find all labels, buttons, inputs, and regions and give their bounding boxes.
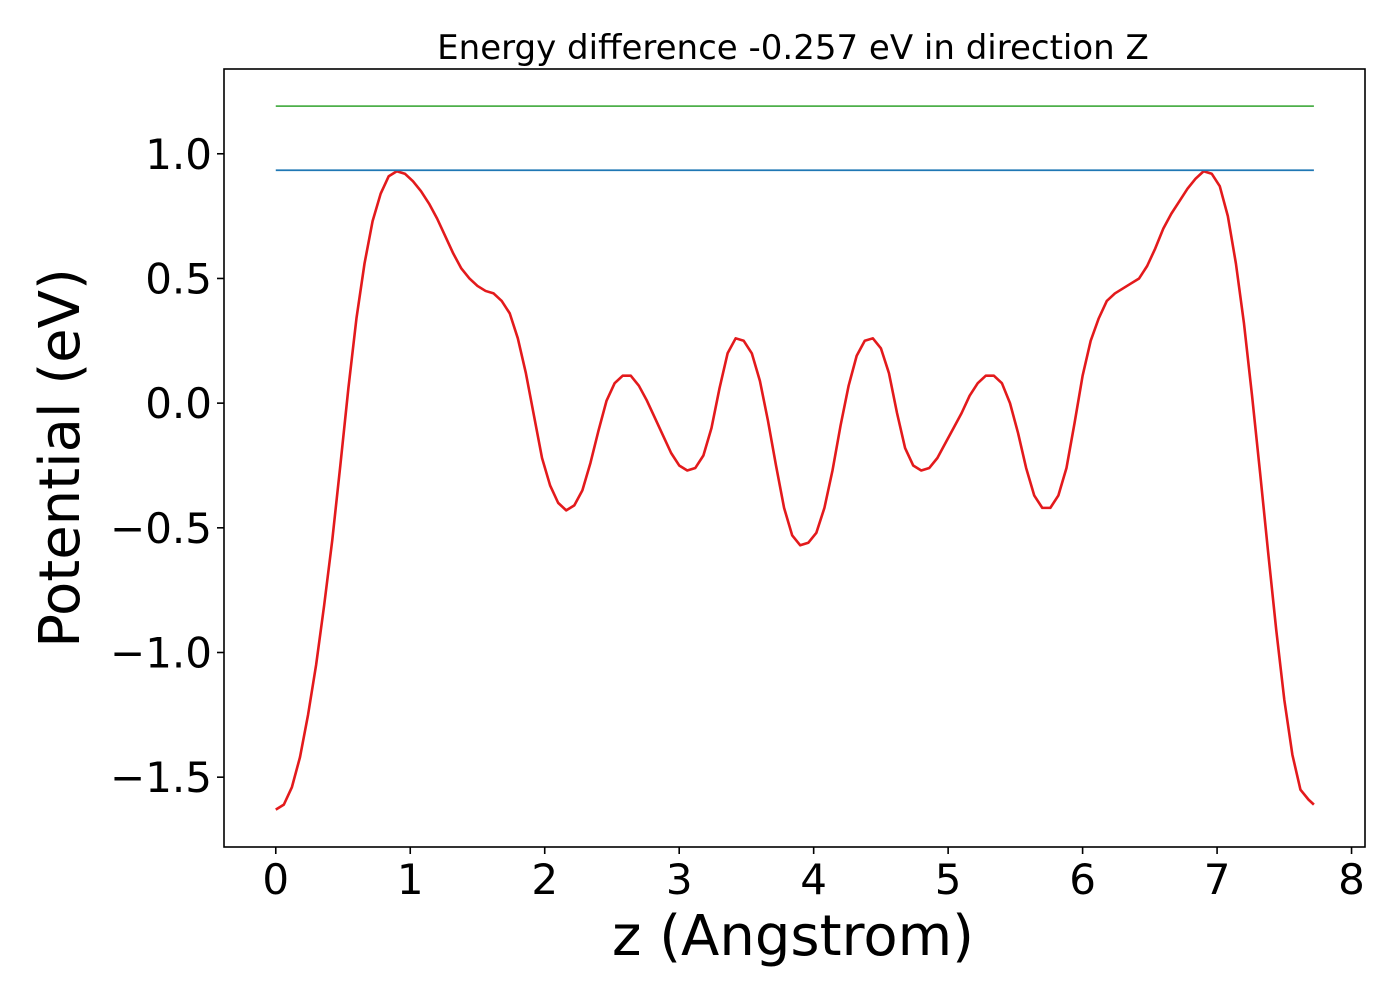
x-tick-label: 5	[935, 855, 962, 904]
x-tick-label: 0	[262, 855, 289, 904]
x-tick-label: 8	[1338, 855, 1365, 904]
y-tick-label: 0.0	[145, 379, 212, 428]
x-tick-label: 4	[800, 855, 827, 904]
x-tick-label: 3	[666, 855, 693, 904]
x-axis-ticks: 0 1 2 3 4 5 6 7 8	[262, 847, 1365, 904]
y-tick-label: −1.0	[110, 629, 212, 678]
y-tick-label: −1.5	[110, 753, 212, 802]
y-axis-ticks: −1.5 −1.0 −0.5 0.0 0.5 1.0	[110, 130, 224, 802]
x-axis-label: z (Angstrom)	[612, 904, 974, 969]
potential-curve	[275, 169, 1315, 811]
x-tick-label: 7	[1204, 855, 1231, 904]
x-tick-label: 1	[397, 855, 424, 904]
x-tick-label: 6	[1069, 855, 1096, 904]
plot-lines	[275, 105, 1315, 811]
y-axis-label: Potential (eV)	[28, 268, 93, 648]
x-tick-label: 2	[531, 855, 558, 904]
plot-area-frame	[223, 68, 1366, 848]
y-tick-label: 0.5	[145, 254, 212, 303]
y-tick-label: −0.5	[110, 504, 212, 553]
chart-title: Energy difference -0.257 eV in direction…	[437, 28, 1149, 68]
y-tick-label: 1.0	[145, 130, 212, 179]
